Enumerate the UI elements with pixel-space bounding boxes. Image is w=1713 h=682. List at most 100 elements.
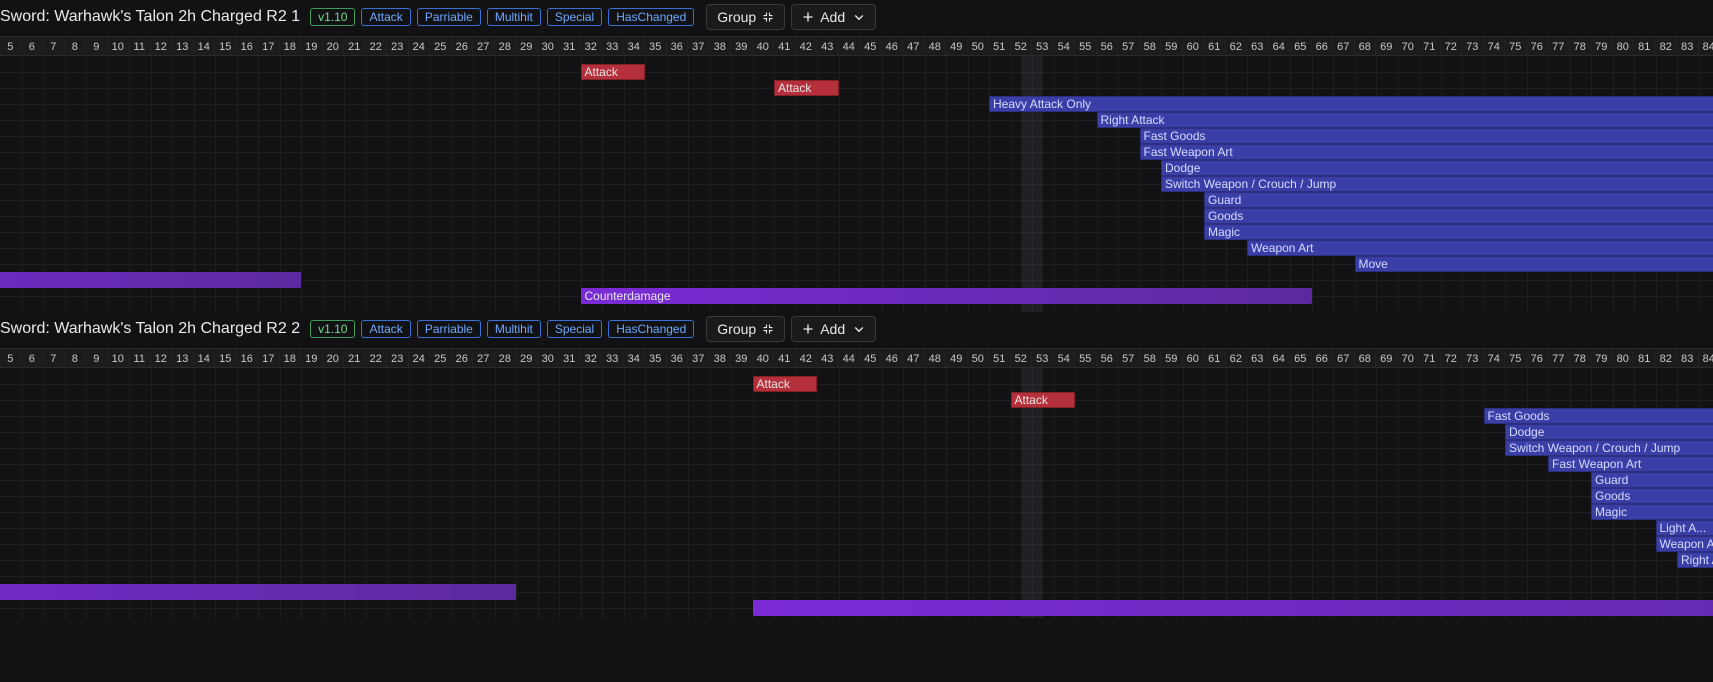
bar-attack[interactable]: Attack — [774, 80, 839, 96]
ruler-tick: 78 — [1570, 349, 1592, 367]
ruler-tick: 39 — [731, 349, 753, 367]
playhead-marker[interactable] — [1021, 56, 1043, 312]
bar-fast-goods[interactable]: Fast Goods — [1140, 128, 1713, 144]
ruler-tick: 80 — [1613, 349, 1635, 367]
bar-dodge[interactable]: Dodge — [1161, 160, 1713, 176]
gridline-v — [1183, 368, 1184, 618]
bar-switch-weapon-crouch-jump[interactable]: Switch Weapon / Crouch / Jump — [1161, 176, 1713, 192]
panel-title: Sword: Warhawk's Talon 2h Charged R2 2 — [0, 320, 300, 338]
ruler-tick: 77 — [1548, 37, 1570, 55]
frame-ruler[interactable]: 5678910111213141516171819202122232425262… — [0, 36, 1713, 56]
bar-goods[interactable]: Goods — [1204, 208, 1713, 224]
ruler-tick: 76 — [1527, 37, 1549, 55]
bar-weapon-art[interactable]: Weapon Art — [1656, 536, 1713, 552]
bar-ase-to-uncharged[interactable]: ase to Uncharged — [0, 272, 301, 288]
tag-haschanged[interactable]: HasChanged — [608, 320, 694, 338]
gridline-v — [344, 368, 345, 618]
tag-parriable[interactable]: Parriable — [417, 8, 481, 26]
ruler-tick: 35 — [645, 349, 667, 367]
ruler-tick: 17 — [258, 37, 280, 55]
bar-attack[interactable]: Attack — [1011, 392, 1076, 408]
bar-heavy-attack-only[interactable]: Heavy Attack Only — [989, 96, 1713, 112]
ruler-tick: 44 — [839, 349, 861, 367]
tag-parriable[interactable]: Parriable — [417, 320, 481, 338]
ruler-tick: 7 — [43, 349, 65, 367]
bar-right-attack[interactable]: Right Attack — [1097, 112, 1713, 128]
tag-multihit[interactable]: Multihit — [487, 8, 541, 26]
ruler-tick: 23 — [387, 37, 409, 55]
timeline-chart[interactable]: Attack Attack Fast GoodsDodgeSwitch Weapon… — [0, 368, 1713, 618]
bar-fast-weapon-art[interactable]: Fast Weapon Art — [1548, 456, 1713, 472]
tag-v1-10[interactable]: v1.10 — [310, 320, 355, 338]
tag-haschanged[interactable]: HasChanged — [608, 8, 694, 26]
ruler-tick: 79 — [1591, 37, 1613, 55]
timeline-chart[interactable]: Attack Attack Heavy Attack OnlyRight Attac… — [0, 56, 1713, 312]
bar-goods[interactable]: Goods — [1591, 488, 1713, 504]
bar-purple-grad[interactable] — [753, 600, 1713, 616]
group-button[interactable]: Group — [706, 4, 785, 30]
add-button[interactable]: Add — [791, 4, 876, 30]
ruler-tick: 64 — [1269, 349, 1291, 367]
bar-magic[interactable]: Magic — [1204, 224, 1713, 240]
ruler-tick: 6 — [22, 349, 44, 367]
bar-magic[interactable]: Magic — [1591, 504, 1713, 520]
ruler-tick: 73 — [1462, 37, 1484, 55]
bar-weapon-art[interactable]: Weapon Art — [1247, 240, 1713, 256]
gridline-v — [409, 368, 410, 618]
ruler-tick: 48 — [925, 37, 947, 55]
tag-attack[interactable]: Attack — [361, 320, 410, 338]
ruler-tick: 39 — [731, 37, 753, 55]
bar-guard[interactable]: Guard — [1204, 192, 1713, 208]
ruler-tick: 37 — [688, 37, 710, 55]
gridline-h — [0, 464, 1713, 465]
ruler-tick: 36 — [667, 349, 689, 367]
bar-attack[interactable]: Attack — [581, 64, 646, 80]
add-button[interactable]: Add — [791, 316, 876, 342]
tag-special[interactable]: Special — [547, 320, 602, 338]
gridline-v — [581, 368, 582, 618]
bar-fast-weapon-art[interactable]: Fast Weapon Art — [1140, 144, 1713, 160]
ruler-tick: 30 — [538, 37, 560, 55]
bar-guard[interactable]: Guard — [1591, 472, 1713, 488]
ruler-tick: 16 — [237, 37, 259, 55]
ruler-tick: 67 — [1333, 37, 1355, 55]
ruler-tick: 47 — [903, 349, 925, 367]
gridline-v — [430, 368, 431, 618]
ruler-tick: 36 — [667, 37, 689, 55]
ruler-tick: 26 — [452, 37, 474, 55]
collapse-icon — [762, 323, 774, 335]
tag-attack[interactable]: Attack — [361, 8, 410, 26]
gridline-v — [1462, 368, 1463, 618]
ruler-tick: 42 — [796, 349, 818, 367]
ruler-tick: 56 — [1097, 349, 1119, 367]
ruler-tick: 43 — [817, 349, 839, 367]
ruler-tick: 6 — [22, 37, 44, 55]
gridline-v — [1161, 368, 1162, 618]
bar-right-attack[interactable]: Right Attack — [1677, 552, 1713, 568]
bar-light-a[interactable]: Light A... — [1656, 520, 1713, 536]
bar-counterdamage[interactable]: Counterdamage — [581, 288, 1312, 304]
ruler-tick: 72 — [1441, 349, 1463, 367]
bar-move[interactable]: Move — [1355, 256, 1713, 272]
plus-icon — [802, 323, 814, 335]
bar-release-to-uncharged[interactable]: Release to Uncharged — [0, 584, 516, 600]
group-button[interactable]: Group — [706, 316, 785, 342]
frame-ruler[interactable]: 5678910111213141516171819202122232425262… — [0, 348, 1713, 368]
ruler-tick: 41 — [774, 37, 796, 55]
bar-switch-weapon-crouch-jump[interactable]: Switch Weapon / Crouch / Jump — [1505, 440, 1713, 456]
ruler-tick: 41 — [774, 349, 796, 367]
add-label: Add — [820, 9, 845, 25]
tag-special[interactable]: Special — [547, 8, 602, 26]
bar-fast-goods[interactable]: Fast Goods — [1484, 408, 1713, 424]
ruler-tick: 35 — [645, 37, 667, 55]
ruler-tick: 58 — [1140, 37, 1162, 55]
tag-multihit[interactable]: Multihit — [487, 320, 541, 338]
ruler-tick: 14 — [194, 37, 216, 55]
gridline-v — [280, 368, 281, 618]
gridline-v — [860, 368, 861, 618]
bar-attack[interactable]: Attack — [753, 376, 818, 392]
ruler-tick: 69 — [1376, 37, 1398, 55]
tag-v1-10[interactable]: v1.10 — [310, 8, 355, 26]
ruler-tick: 70 — [1398, 37, 1420, 55]
bar-dodge[interactable]: Dodge — [1505, 424, 1713, 440]
